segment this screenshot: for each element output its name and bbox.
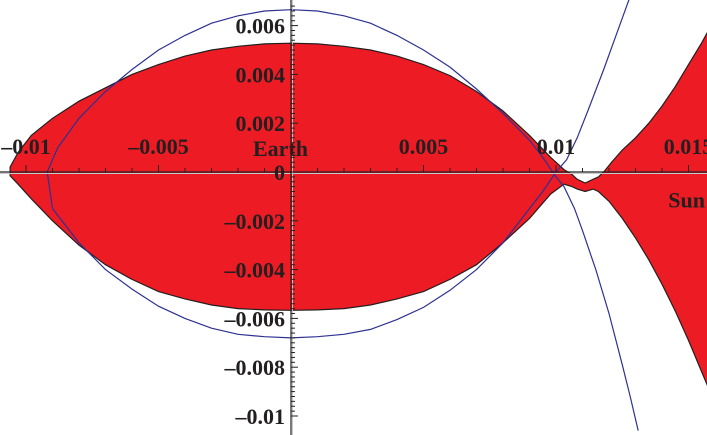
- curve-1: [46, 0, 630, 339]
- tick-labels: –0.01 –0.005 0.005 0.01 0.015 0.006 0.004 0.002…: [0, 14, 707, 429]
- annotations: Earth Sun: [253, 136, 705, 212]
- x-tick-label: –0.01: [0, 134, 51, 159]
- y-tick-label: –0.006: [224, 306, 286, 331]
- y-tick-label: –0.008: [224, 355, 286, 380]
- x-tick-label: –0.005: [127, 134, 189, 159]
- annotation-earth: Earth: [253, 136, 308, 161]
- y-tick-label: 0.006: [236, 14, 286, 39]
- filled-regions: [9, 31, 707, 386]
- tick-marks: [25, 5, 689, 417]
- y-tick-label: 0: [274, 160, 285, 185]
- x-tick-label: 0.01: [537, 134, 576, 159]
- curves: [46, 0, 639, 431]
- x-tick-label: 0.015: [664, 134, 707, 159]
- y-tick-label: –0.002: [224, 209, 286, 234]
- y-tick-label: 0.004: [236, 62, 286, 87]
- filled-region-0: [9, 31, 707, 386]
- x-tick-label: 0.005: [399, 134, 449, 159]
- y-tick-label: –0.01: [235, 404, 286, 429]
- curve-0: [290, 9, 639, 431]
- y-tick-label: 0.002: [236, 111, 286, 136]
- y-tick-label: –0.004: [224, 258, 286, 283]
- annotation-sun: Sun: [668, 187, 705, 212]
